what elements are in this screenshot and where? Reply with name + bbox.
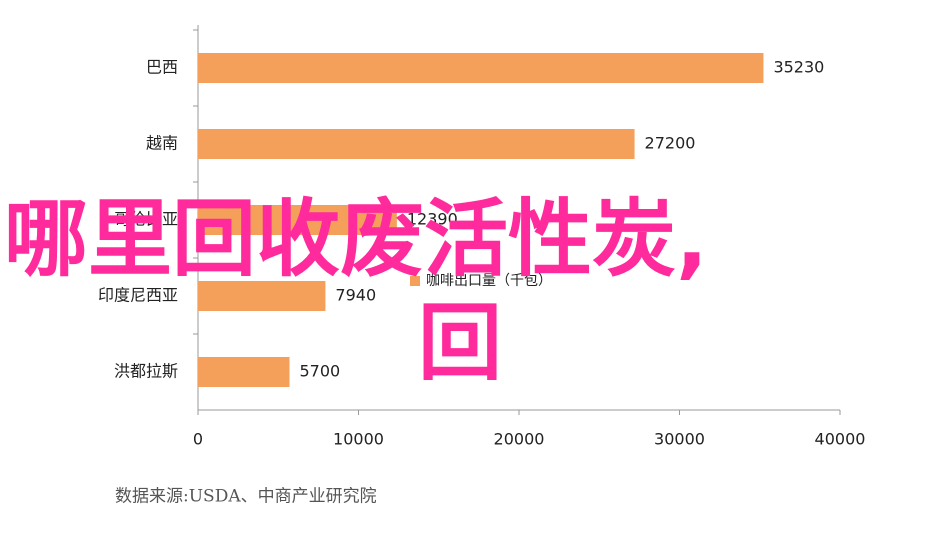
value-label: 27200 [645,134,696,153]
overlay-text: 哪里回收废活性炭, [4,190,708,288]
bar [198,53,764,83]
bar [198,205,397,235]
x-tick-label: 10000 [333,430,384,449]
y-tick-label: 洪都拉斯 [114,362,178,381]
legend-label: 咖啡出口量（千包） [426,273,552,289]
value-label: 12390 [407,210,458,229]
overlay-text: 回 [418,294,502,392]
source-note: 数据来源:USDA、中商产业研究院 [115,487,377,507]
x-tick-label: 40000 [815,430,866,449]
value-label: 7940 [335,286,376,305]
y-tick-label: 印度尼西亚 [98,286,178,305]
x-tick-label: 0 [193,430,203,449]
bar [198,357,290,387]
bar [198,281,326,311]
value-label: 35230 [773,58,824,77]
legend-swatch [410,276,420,286]
y-tick-label: 哥伦比亚 [114,210,178,229]
bar [198,129,635,159]
y-tick-label: 越南 [146,134,178,153]
x-tick-label: 30000 [654,430,705,449]
y-tick-label: 巴西 [146,58,178,77]
value-label: 5700 [299,362,340,381]
x-tick-label: 20000 [494,430,545,449]
